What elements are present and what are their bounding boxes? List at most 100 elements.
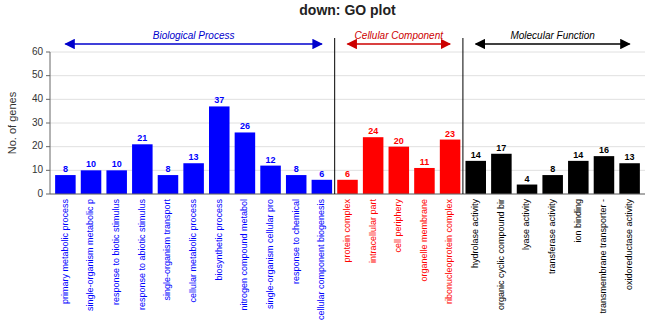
x-tick-label: cell periphery xyxy=(393,199,403,253)
x-tick-label: response to biotic stimulus xyxy=(111,199,121,306)
y-tick-label: 0 xyxy=(37,188,43,199)
bar xyxy=(619,163,640,194)
section-arrow xyxy=(476,43,630,45)
grid-line xyxy=(50,52,645,53)
data-label: 14 xyxy=(573,150,583,160)
x-tick-label: organelle membrane xyxy=(419,199,429,282)
x-tick-label: biosynthetic process xyxy=(214,199,224,281)
x-tick-label: hydrolase activity xyxy=(470,199,480,269)
y-tick xyxy=(46,123,50,124)
section-label: Molecular Function xyxy=(510,30,595,41)
data-label: 8 xyxy=(165,164,170,174)
bar xyxy=(260,166,281,194)
y-axis xyxy=(50,52,51,194)
data-label: 10 xyxy=(86,159,96,169)
y-tick-label: 40 xyxy=(32,93,44,104)
y-tick-label: 50 xyxy=(32,69,44,80)
x-tick-label: ribonucleoprotein complex xyxy=(444,199,454,305)
bar xyxy=(235,132,256,194)
data-label: 23 xyxy=(445,129,455,139)
bar xyxy=(312,180,333,194)
bar xyxy=(440,140,461,194)
data-label: 16 xyxy=(599,145,609,155)
data-label: 21 xyxy=(137,133,147,143)
grid-line xyxy=(50,75,645,76)
bar xyxy=(414,168,435,194)
bar xyxy=(106,170,127,194)
bar xyxy=(491,154,512,194)
y-tick xyxy=(46,75,50,76)
bar xyxy=(55,175,76,194)
bar xyxy=(337,180,358,194)
x-tick-label: primary metabolic process xyxy=(60,199,70,305)
x-tick-label: lyase activity xyxy=(521,199,531,251)
y-tick-label: 30 xyxy=(32,117,44,128)
y-tick xyxy=(46,52,50,53)
section-divider xyxy=(462,38,463,194)
y-tick-label: 10 xyxy=(32,164,44,175)
x-tick-label: response to chemical xyxy=(291,199,301,284)
bar xyxy=(465,161,486,194)
bar xyxy=(209,106,230,194)
data-label: 6 xyxy=(345,169,350,179)
chart: 0 10 20 30 40 50 60 8 10 10 21 8 13 37 26 12 8 6 6 24 20 11 23… xyxy=(0,0,655,336)
x-tick-label: nitrogen compound metabol xyxy=(239,199,249,311)
data-label: 37 xyxy=(214,95,224,105)
title: down: GO plot xyxy=(299,2,396,18)
data-label: 8 xyxy=(63,164,68,174)
data-label: 26 xyxy=(240,121,250,131)
grid-line xyxy=(50,194,645,195)
x-tick-label: cellular metabolic process xyxy=(188,199,198,303)
x-tick-label: transmembrane transporter - xyxy=(598,199,608,314)
data-label: 17 xyxy=(496,143,506,153)
section-label: Biological Process xyxy=(153,30,235,41)
x-tick-label: organic cyclic compound bir xyxy=(496,199,506,310)
y-tick xyxy=(46,194,50,195)
x-tick-label: ion binding xyxy=(573,199,583,243)
y-tick-label: 60 xyxy=(32,46,44,57)
y-tick xyxy=(46,146,50,147)
bar xyxy=(132,144,153,194)
bar xyxy=(81,170,102,194)
y-axis-label: No. of genes xyxy=(6,91,18,154)
data-label: 10 xyxy=(112,159,122,169)
x-tick-label: response to abiotic stimulus xyxy=(137,199,147,311)
bars xyxy=(55,106,640,194)
grid-line xyxy=(50,123,645,124)
bar xyxy=(568,161,589,194)
data-label: 13 xyxy=(625,152,635,162)
data-label: 6 xyxy=(319,169,324,179)
data-label: 12 xyxy=(266,155,276,165)
section-label: Cellular Component xyxy=(355,30,445,41)
data-label: 13 xyxy=(189,152,199,162)
data-label: 24 xyxy=(368,126,378,136)
bar xyxy=(363,137,384,194)
bar xyxy=(158,175,179,194)
x-tick-label: protein complex xyxy=(342,199,352,263)
data-label: 11 xyxy=(420,157,430,167)
data-label: 4 xyxy=(525,174,530,184)
section-arrow xyxy=(348,43,451,45)
x-axis xyxy=(50,194,645,195)
x-tick-label: single-organism metabolic p xyxy=(85,199,95,311)
section-divider xyxy=(334,38,335,194)
data-label: 14 xyxy=(471,150,481,160)
bar xyxy=(389,147,410,194)
bar xyxy=(594,156,615,194)
data-label: 8 xyxy=(294,164,299,174)
bar xyxy=(517,185,538,194)
y-tick xyxy=(46,170,50,171)
bar xyxy=(542,175,563,194)
x-tick-label: cellular component biogenesis xyxy=(316,199,326,321)
y-tick xyxy=(46,99,50,100)
x-tick-label: single-organism transport xyxy=(162,199,172,301)
grid-line xyxy=(50,99,645,100)
x-tick-label: transferase activity xyxy=(547,199,557,275)
x-tick-label: intracellular part xyxy=(368,199,378,264)
y-tick-label: 20 xyxy=(32,140,44,151)
x-tick-label: single-organism cellular pro xyxy=(265,199,275,309)
section-arrow xyxy=(65,43,321,45)
data-label: 20 xyxy=(394,136,404,146)
bar xyxy=(183,163,204,194)
bar xyxy=(286,175,307,194)
